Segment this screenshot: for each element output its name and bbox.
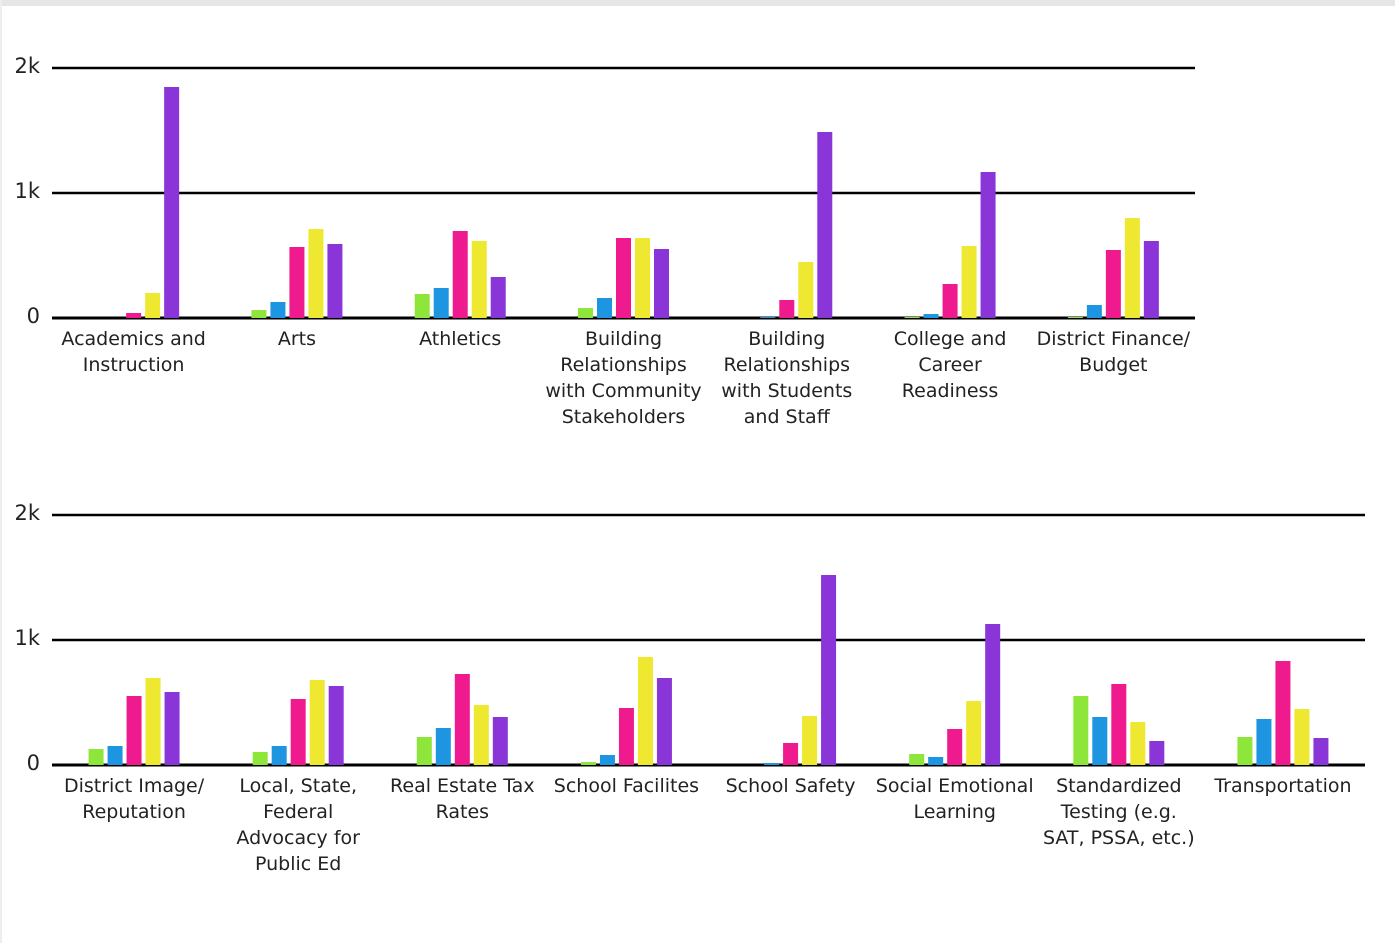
bar	[980, 172, 996, 318]
bar	[599, 755, 615, 765]
bar	[1294, 709, 1310, 765]
x-tick-label: Transportation	[1214, 775, 1352, 797]
bar	[1143, 241, 1159, 318]
bar	[126, 313, 142, 318]
bar	[145, 678, 161, 765]
bar	[473, 705, 489, 765]
bar	[308, 229, 324, 318]
x-tick-label: School Facilites	[553, 775, 700, 797]
bar	[416, 737, 432, 765]
bar	[817, 132, 833, 318]
bar	[821, 575, 837, 765]
bar	[923, 314, 939, 318]
bar	[654, 249, 669, 318]
left-band	[0, 0, 2, 943]
bar	[637, 657, 653, 765]
y-tick-label: 1k	[14, 179, 40, 203]
bar	[126, 696, 142, 765]
bar	[251, 310, 267, 318]
y-tick-label: 0	[26, 751, 40, 775]
bar	[1237, 737, 1253, 765]
bar	[1313, 738, 1329, 765]
x-tick-label: School Safety	[725, 775, 856, 797]
x-tick-label: Local, State, Federal Advocacy for Publi…	[236, 775, 360, 875]
bar	[580, 762, 596, 765]
x-tick-label: District Finance/ Budget	[1036, 328, 1191, 376]
bar	[1073, 696, 1089, 765]
bar	[779, 300, 795, 318]
bar	[597, 298, 612, 318]
bar	[1111, 684, 1127, 765]
bar	[270, 302, 286, 318]
bar	[88, 749, 104, 765]
x-tick-label: College and Career Readiness	[893, 328, 1007, 402]
bar	[985, 624, 1001, 765]
x-tick-label: District Image/ Reputation	[63, 775, 205, 823]
bar	[1067, 317, 1083, 318]
bar	[656, 678, 672, 765]
bar	[252, 752, 268, 765]
y-tick-label: 2k	[14, 501, 40, 525]
x-tick-label: Athletics	[419, 328, 502, 350]
bar	[328, 686, 344, 765]
bar	[618, 708, 634, 765]
bar	[435, 728, 451, 765]
bar	[454, 674, 470, 765]
bar	[1086, 305, 1102, 318]
bar	[904, 317, 920, 318]
bar	[635, 238, 650, 318]
bar	[942, 284, 958, 318]
bar	[471, 241, 487, 318]
top-band	[0, 0, 1395, 6]
bar	[616, 238, 631, 318]
bar	[760, 317, 776, 318]
bar	[783, 743, 799, 765]
x-tick-label: Real Estate Tax Rates	[390, 775, 535, 823]
bar	[164, 87, 180, 318]
bar	[1149, 741, 1165, 765]
bar	[433, 288, 449, 318]
y-tick-label: 1k	[14, 626, 40, 650]
bar	[1092, 717, 1108, 765]
bar	[764, 763, 780, 765]
bar	[452, 231, 468, 318]
bar	[309, 680, 325, 765]
x-tick-label: Building Relationships with Students and…	[721, 328, 853, 428]
bar	[947, 729, 963, 765]
bar	[961, 246, 977, 318]
bar	[164, 692, 180, 765]
bar	[107, 746, 123, 765]
bar	[1105, 250, 1121, 318]
bar	[271, 746, 287, 765]
y-tick-label: 2k	[14, 54, 40, 78]
bar	[492, 717, 508, 765]
bar	[578, 308, 593, 318]
bar	[327, 244, 343, 318]
bar	[490, 277, 506, 318]
bar	[414, 294, 430, 318]
bar	[928, 757, 944, 765]
bar	[966, 701, 982, 765]
x-tick-label: Standardized Testing (e.g. SAT, PSSA, et…	[1042, 775, 1195, 849]
bar	[1275, 661, 1291, 765]
bar	[290, 699, 306, 765]
x-tick-label: Social Emotional Learning	[875, 775, 1034, 823]
bar	[289, 247, 305, 318]
bar	[1130, 722, 1146, 765]
bar	[1256, 719, 1272, 765]
bar	[1124, 218, 1140, 318]
x-tick-label: Academics and Instruction	[61, 328, 206, 376]
x-tick-label: Building Relationships with Community St…	[545, 328, 702, 428]
bar	[909, 754, 925, 765]
bar	[798, 262, 814, 318]
bar	[145, 293, 161, 318]
x-tick-label: Arts	[277, 328, 316, 350]
y-tick-label: 0	[26, 304, 40, 328]
bar	[802, 716, 818, 765]
